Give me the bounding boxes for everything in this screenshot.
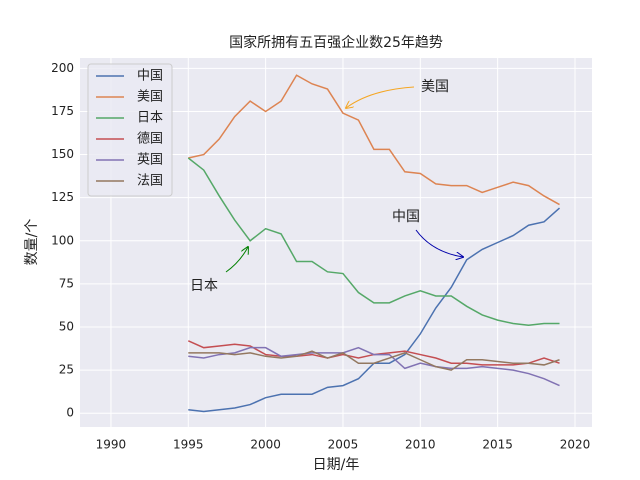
legend-label: 法国 bbox=[137, 174, 163, 189]
y-tick-label: 175 bbox=[51, 104, 74, 118]
series-line bbox=[188, 350, 560, 371]
x-tick-label: 2000 bbox=[250, 438, 281, 452]
x-axis-label: 日期/年 bbox=[313, 457, 360, 473]
y-tick-label: 25 bbox=[59, 363, 74, 377]
x-tick-label: 1995 bbox=[173, 438, 204, 452]
x-tick-label: 2020 bbox=[560, 438, 591, 452]
legend-label: 德国 bbox=[137, 132, 163, 147]
x-tick-label: 2015 bbox=[482, 438, 513, 452]
y-tick-label: 0 bbox=[66, 406, 74, 420]
chart-title: 国家所拥有五百强企业数25年趋势 bbox=[229, 34, 443, 51]
series-line bbox=[188, 346, 560, 387]
x-tick-label: 2005 bbox=[328, 438, 359, 452]
series-line bbox=[188, 74, 560, 206]
y-tick-label: 150 bbox=[51, 147, 74, 161]
annotation-arrow bbox=[225, 247, 248, 273]
legend-label: 美国 bbox=[137, 90, 163, 105]
lines bbox=[187, 74, 561, 413]
y-tick-label: 125 bbox=[51, 190, 74, 204]
series-line bbox=[187, 157, 560, 327]
annotation-text: 美国 bbox=[421, 79, 449, 95]
annotation-arrow bbox=[346, 86, 415, 108]
y-tick-label: 200 bbox=[51, 61, 74, 75]
x-tick-label: 2010 bbox=[405, 438, 436, 452]
annotation-arrow bbox=[415, 229, 463, 257]
annotation-text: 日本 bbox=[190, 278, 218, 294]
x-tick-label: 1990 bbox=[96, 438, 127, 452]
legend-label: 日本 bbox=[137, 111, 163, 126]
y-axis-label: 数量/个 bbox=[24, 219, 40, 266]
legend-label: 英国 bbox=[137, 153, 163, 168]
y-tick-label: 75 bbox=[59, 276, 74, 290]
annotation-text: 中国 bbox=[392, 209, 420, 225]
legend-label: 中国 bbox=[137, 69, 163, 84]
y-tick-label: 50 bbox=[59, 319, 74, 333]
y-tick-label: 100 bbox=[51, 233, 74, 247]
